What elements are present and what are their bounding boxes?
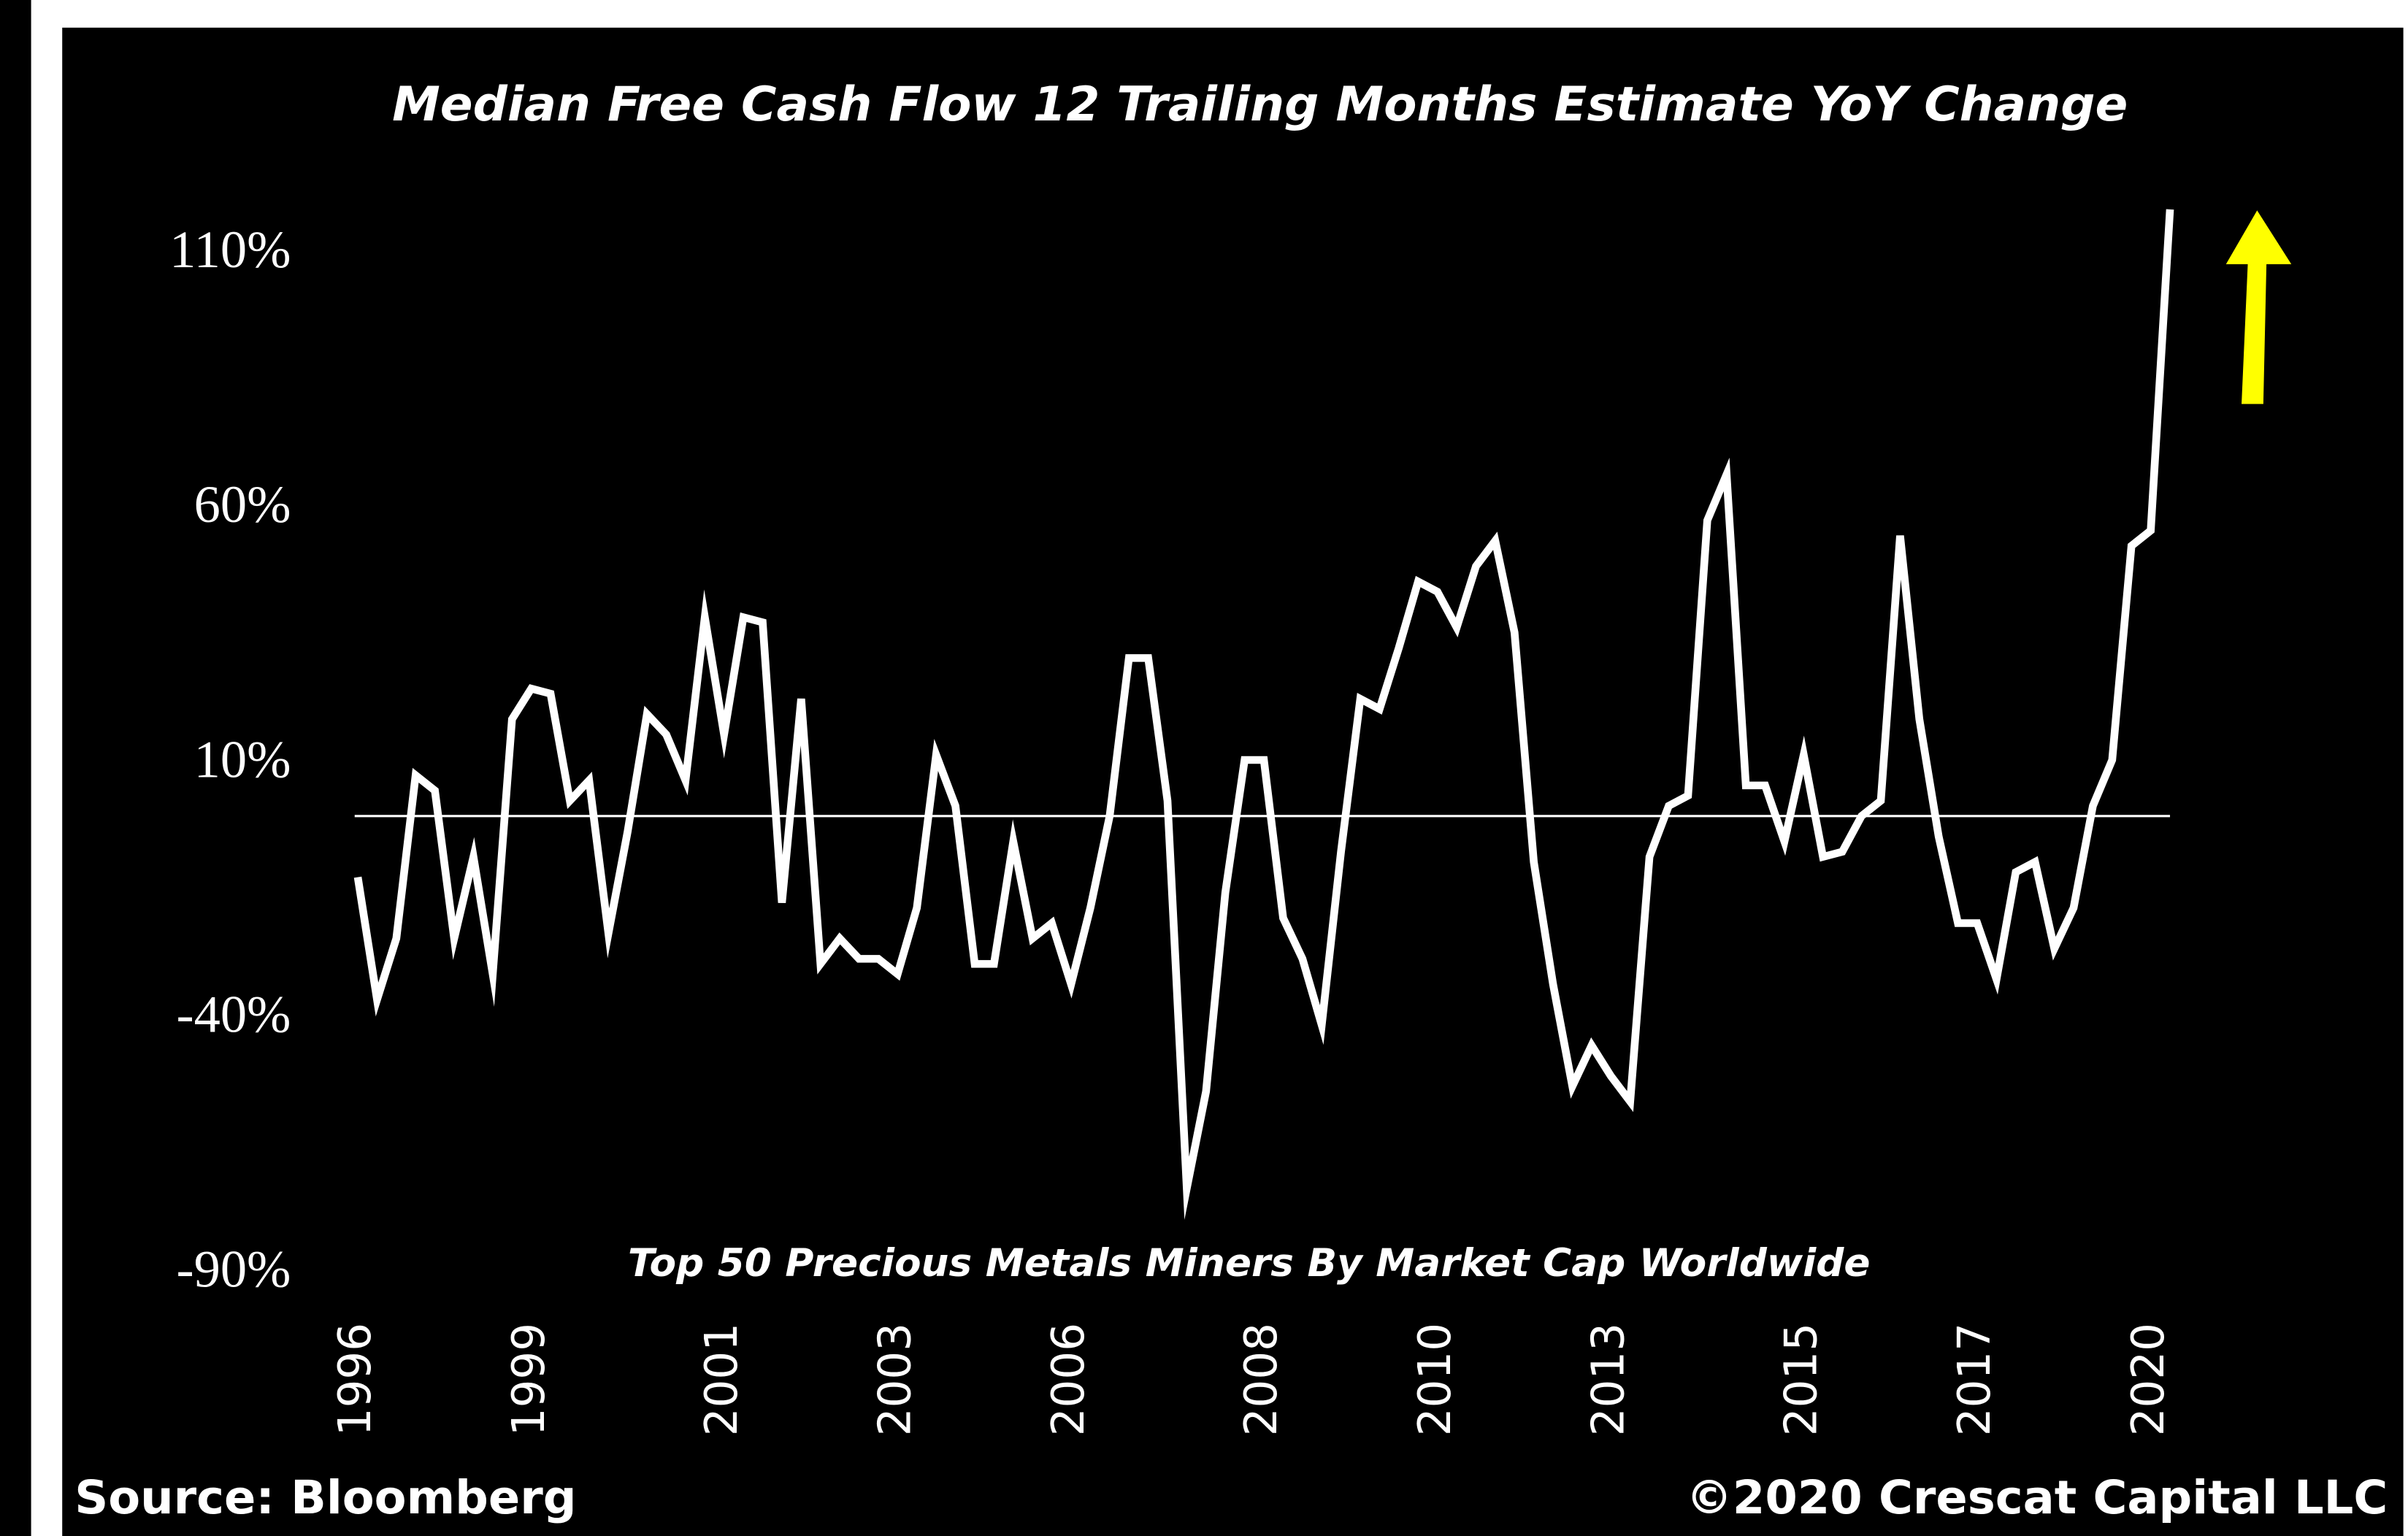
x-tick-label: 2006 [1043, 1323, 1094, 1436]
x-tick-label: 2017 [1949, 1323, 2001, 1436]
x-tick-label: 2013 [1582, 1323, 1634, 1436]
line-series [353, 209, 2174, 1220]
y-tick-label: -90% [177, 1240, 291, 1298]
y-tick-label: 10% [194, 731, 291, 788]
x-tick-label: 1996 [329, 1323, 381, 1436]
arrow-shape [2225, 210, 2292, 404]
y-tick-label: 60% [194, 476, 291, 534]
chart-title: Median Free Cash Flow 12 Trailing Months… [392, 77, 2128, 133]
x-tick-label: 2015 [1775, 1323, 1827, 1436]
arrow [2225, 210, 2292, 404]
source: Source: Bloomberg [74, 1470, 576, 1524]
x-tick-label: 2020 [2122, 1323, 2174, 1436]
y-tick-label: -40% [177, 986, 291, 1043]
x-tick-label: 2001 [696, 1323, 748, 1436]
copyright: ©2020 Crescat Capital LLC [1686, 1470, 2388, 1524]
left-strip [0, 0, 31, 1536]
x-tick-label: 2008 [1235, 1323, 1287, 1436]
panel [62, 27, 2404, 1536]
x-tick-label: 2003 [869, 1323, 921, 1436]
subtitle: Top 50 Precious Metals Miners By Market … [628, 1242, 1870, 1286]
x-tick-label: 1999 [503, 1323, 555, 1436]
y-tick-label: 110% [169, 220, 291, 278]
x-tick-label: 2010 [1409, 1323, 1461, 1436]
